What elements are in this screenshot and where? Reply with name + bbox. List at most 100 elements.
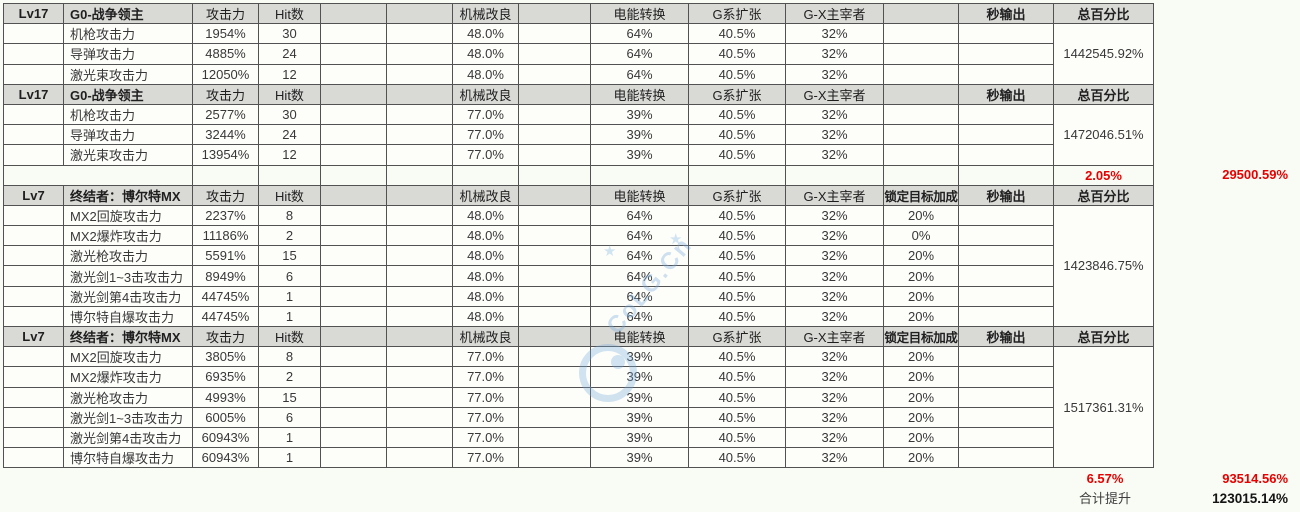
g-expand-value-cell[interactable]: 40.5% xyxy=(688,124,786,146)
empty-cell[interactable] xyxy=(386,63,453,85)
gx-master-value-cell[interactable]: 32% xyxy=(785,43,884,65)
col-header-attack[interactable]: 攻击力 xyxy=(192,83,259,105)
section-name[interactable]: 终结者：博尔特MX xyxy=(63,184,193,206)
empty-cell[interactable] xyxy=(386,285,453,307)
empty-header-cell[interactable] xyxy=(386,83,453,105)
empty-cell[interactable] xyxy=(386,124,453,146)
energy-convert-value-cell[interactable]: 64% xyxy=(590,305,689,328)
attack-value-cell[interactable]: 1954% xyxy=(192,23,259,45)
skill-name-cell[interactable]: 博尔特自爆攻击力 xyxy=(63,447,193,469)
empty-cell[interactable] xyxy=(320,23,387,45)
empty-cell[interactable] xyxy=(688,164,786,186)
gx-master-value-cell[interactable]: 32% xyxy=(785,366,884,388)
attack-value-cell[interactable]: 3244% xyxy=(192,124,259,146)
hit-count-cell[interactable]: 8 xyxy=(258,204,321,227)
mech-improve-value-cell[interactable]: 48.0% xyxy=(452,245,519,267)
empty-header-cell[interactable] xyxy=(386,2,453,25)
empty-cell[interactable] xyxy=(320,245,387,267)
attack-value-cell[interactable]: 8949% xyxy=(192,265,259,287)
empty-cell[interactable] xyxy=(518,426,591,449)
mech-improve-value-cell[interactable]: 48.0% xyxy=(452,204,519,227)
dps-cell[interactable] xyxy=(958,305,1054,328)
empty-cell[interactable] xyxy=(320,225,387,247)
col-header-g-expand[interactable]: G系扩张 xyxy=(688,184,786,206)
empty-cell[interactable] xyxy=(518,265,591,287)
dps-cell[interactable] xyxy=(958,265,1054,287)
col-header-total-percent[interactable]: 总百分比 xyxy=(1053,83,1154,105)
energy-convert-value-cell[interactable]: 39% xyxy=(590,346,689,368)
g-expand-value-cell[interactable]: 40.5% xyxy=(688,406,786,428)
g-expand-value-cell[interactable]: 40.5% xyxy=(688,386,786,408)
section-level[interactable]: Lv7 xyxy=(3,184,64,206)
dps-cell[interactable] xyxy=(958,63,1054,85)
lock-bonus-value-cell[interactable]: 20% xyxy=(883,426,959,449)
skill-name-cell[interactable]: 机枪攻击力 xyxy=(63,23,193,45)
empty-cell[interactable] xyxy=(3,386,64,408)
empty-cell[interactable] xyxy=(386,164,453,186)
hit-count-cell[interactable]: 6 xyxy=(258,265,321,287)
col-header-dps[interactable]: 秒输出 xyxy=(958,83,1054,105)
attack-value-cell[interactable]: 6935% xyxy=(192,366,259,388)
lock-bonus-value-cell[interactable] xyxy=(883,144,959,166)
lock-bonus-value-cell[interactable]: 20% xyxy=(883,285,959,307)
lock-bonus-value-cell[interactable] xyxy=(883,63,959,85)
g-expand-value-cell[interactable]: 40.5% xyxy=(688,43,786,65)
mech-improve-value-cell[interactable]: 48.0% xyxy=(452,63,519,85)
empty-header-cell[interactable] xyxy=(320,2,387,25)
empty-cell[interactable] xyxy=(518,23,591,45)
empty-cell[interactable] xyxy=(883,164,959,186)
empty-cell[interactable] xyxy=(386,406,453,428)
empty-header-cell[interactable] xyxy=(386,184,453,206)
gx-master-value-cell[interactable]: 32% xyxy=(785,204,884,227)
empty-cell[interactable] xyxy=(386,386,453,408)
empty-cell[interactable] xyxy=(3,23,64,45)
hit-count-cell[interactable]: 12 xyxy=(258,144,321,166)
empty-cell[interactable] xyxy=(3,144,64,166)
empty-cell[interactable] xyxy=(3,164,193,186)
lock-bonus-value-cell[interactable] xyxy=(883,124,959,146)
gx-master-value-cell[interactable]: 32% xyxy=(785,124,884,146)
gx-master-value-cell[interactable]: 32% xyxy=(785,144,884,166)
energy-convert-value-cell[interactable]: 39% xyxy=(590,386,689,408)
mech-improve-value-cell[interactable]: 77.0% xyxy=(452,426,519,449)
col-header-mech-improve[interactable]: 机械改良 xyxy=(452,2,519,25)
hit-count-cell[interactable]: 1 xyxy=(258,426,321,449)
dps-cell[interactable] xyxy=(958,386,1054,408)
attack-value-cell[interactable]: 60943% xyxy=(192,426,259,449)
mech-improve-value-cell[interactable]: 48.0% xyxy=(452,285,519,307)
dps-cell[interactable] xyxy=(958,204,1054,227)
hit-count-cell[interactable]: 1 xyxy=(258,285,321,307)
hit-count-cell[interactable]: 24 xyxy=(258,124,321,146)
empty-cell[interactable] xyxy=(518,386,591,408)
empty-header-cell[interactable] xyxy=(518,83,591,105)
energy-convert-value-cell[interactable]: 39% xyxy=(590,366,689,388)
attack-value-cell[interactable]: 6005% xyxy=(192,406,259,428)
mech-improve-value-cell[interactable]: 77.0% xyxy=(452,124,519,146)
empty-cell[interactable] xyxy=(3,366,64,388)
col-header-g-expand[interactable]: G系扩张 xyxy=(688,2,786,25)
g-expand-value-cell[interactable]: 40.5% xyxy=(688,265,786,287)
hit-count-cell[interactable]: 12 xyxy=(258,63,321,85)
mech-improve-value-cell[interactable]: 77.0% xyxy=(452,406,519,428)
empty-cell[interactable] xyxy=(3,406,64,428)
g-expand-value-cell[interactable]: 40.5% xyxy=(688,63,786,85)
skill-name-cell[interactable]: 激光束攻击力 xyxy=(63,144,193,166)
lock-bonus-value-cell[interactable]: 20% xyxy=(883,366,959,388)
gx-master-value-cell[interactable]: 32% xyxy=(785,285,884,307)
hit-count-cell[interactable]: 30 xyxy=(258,103,321,126)
empty-cell[interactable] xyxy=(518,103,591,126)
empty-cell[interactable] xyxy=(320,43,387,65)
col-header-attack[interactable]: 攻击力 xyxy=(192,2,259,25)
empty-header-cell[interactable] xyxy=(320,83,387,105)
section-name[interactable]: G0-战争领主 xyxy=(63,2,193,25)
section2-outside-total[interactable]: 29500.59% xyxy=(1222,167,1288,182)
skill-name-cell[interactable]: 激光剑第4击攻击力 xyxy=(63,426,193,449)
empty-cell[interactable] xyxy=(518,144,591,166)
lock-bonus-value-cell[interactable]: 20% xyxy=(883,204,959,227)
gx-master-value-cell[interactable]: 32% xyxy=(785,426,884,449)
hit-count-cell[interactable]: 15 xyxy=(258,245,321,267)
empty-cell[interactable] xyxy=(320,265,387,287)
empty-cell[interactable] xyxy=(518,346,591,368)
empty-cell[interactable] xyxy=(192,164,259,186)
empty-cell[interactable] xyxy=(386,447,453,469)
